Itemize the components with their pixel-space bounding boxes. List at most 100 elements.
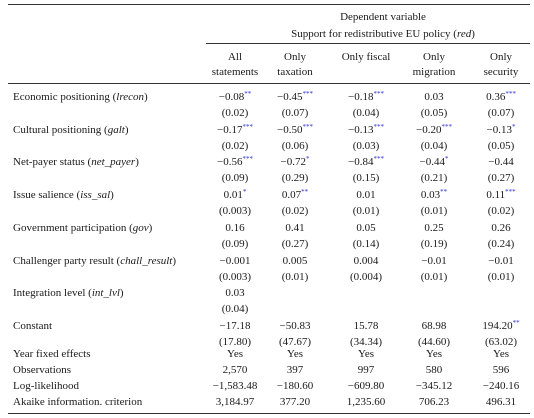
stat-label: Year fixed effects xyxy=(13,348,91,360)
standard-error-cell: (17.80) xyxy=(218,335,252,348)
stat-cell: 997 xyxy=(357,364,375,376)
standard-error-cell: (0.01) xyxy=(281,270,309,283)
coefficient-cell: 0.36*** xyxy=(486,90,516,104)
stat-cell: Yes xyxy=(226,348,244,360)
coefficient-cell: 0.005 xyxy=(282,254,308,267)
significance-stars: ** xyxy=(440,188,448,197)
standard-error-cell: (0.02) xyxy=(221,139,249,152)
stat-cell: 580 xyxy=(425,364,443,376)
row-label: Government participation (gov) xyxy=(13,221,153,234)
stat-cell: Yes xyxy=(492,348,510,360)
dependent-variable-rule xyxy=(206,43,530,44)
significance-stars: *** xyxy=(242,122,253,131)
stat-cell: 377.20 xyxy=(279,396,311,408)
standard-error-cell: (0.01) xyxy=(420,270,448,283)
stat-cell: Yes xyxy=(286,348,304,360)
coefficient-cell: −0.20*** xyxy=(416,122,452,136)
top-rule xyxy=(8,4,530,5)
column-header: Only xyxy=(490,51,512,63)
dependent-variable-title: Dependent variable xyxy=(340,11,426,23)
coefficient-cell: 194.20** xyxy=(482,318,520,332)
significance-stars: *** xyxy=(373,122,384,131)
row-label: Economic positioning (lrecon) xyxy=(13,91,148,103)
stat-cell: 3,184.97 xyxy=(215,396,255,408)
column-header: Only xyxy=(423,51,445,63)
coefficient-cell: −0.50*** xyxy=(277,122,313,136)
bottom-rule xyxy=(8,413,530,414)
standard-error-cell: (0.02) xyxy=(221,107,249,119)
standard-error-cell: (47.67) xyxy=(278,335,312,348)
coefficient-cell: 0.11*** xyxy=(486,188,516,202)
significance-stars: * xyxy=(444,155,449,164)
stat-label: Log-likelihood xyxy=(13,380,79,392)
standard-error-cell: (0.19) xyxy=(420,237,448,250)
coefficient-cell: 15.78 xyxy=(353,319,379,332)
coefficient-cell: 68.98 xyxy=(421,319,447,332)
standard-error-cell: (0.06) xyxy=(281,139,309,152)
standard-error-cell: (0.29) xyxy=(281,172,309,185)
significance-stars: ** xyxy=(244,90,252,98)
row-label: Net-payer status (net_payer) xyxy=(13,156,139,169)
coefficient-cell: 0.07** xyxy=(281,188,309,202)
standard-error-cell: (0.01) xyxy=(420,205,448,218)
coefficient-cell: 0.05 xyxy=(356,221,376,234)
coefficient-cell: 0.41 xyxy=(285,221,305,234)
stat-cell: Yes xyxy=(357,348,375,360)
coefficient-cell: 0.16 xyxy=(225,221,245,234)
coefficient-cell: 0.01* xyxy=(223,188,247,202)
significance-stars: * xyxy=(242,188,247,197)
coefficient-cell: −0.01 xyxy=(488,254,514,267)
standard-error-cell: (0.01) xyxy=(487,270,515,283)
coefficient-cell: −0.44 xyxy=(488,156,514,169)
standard-error-cell: (0.24) xyxy=(487,237,515,250)
coefficient-cell: 0.03 xyxy=(225,287,245,300)
standard-error-cell: (0.003) xyxy=(218,270,252,283)
standard-error-cell: (0.04) xyxy=(221,303,249,316)
coefficient-cell: −0.56*** xyxy=(217,155,253,169)
standard-error-cell: (0.07) xyxy=(487,107,515,119)
standard-error-cell: (0.02) xyxy=(487,205,515,218)
significance-stars: *** xyxy=(441,122,452,131)
stat-cell: Yes xyxy=(425,348,443,360)
coefficient-cell: 0.004 xyxy=(353,254,379,267)
row-label: Integration level (int_lvl) xyxy=(13,287,124,300)
standard-error-cell: (0.27) xyxy=(281,237,309,250)
standard-error-cell: (0.27) xyxy=(487,172,515,185)
row-label: Issue salience (iss_sal) xyxy=(13,189,114,202)
standard-error-cell: (0.04) xyxy=(352,107,380,119)
column-header: statements xyxy=(211,66,259,78)
stat-cell: −180.60 xyxy=(276,380,314,392)
coefficient-cell: −17.18 xyxy=(219,319,251,332)
column-header: All xyxy=(227,51,243,63)
standard-error-cell: (0.01) xyxy=(352,205,380,218)
standard-error-cell: (0.05) xyxy=(420,107,448,119)
column-header-rule xyxy=(8,83,530,84)
coefficient-cell: −0.001 xyxy=(219,254,251,267)
coefficient-cell: −50.83 xyxy=(279,319,311,332)
stat-label: Akaike information. criterion xyxy=(13,396,143,408)
coefficient-cell: −0.45*** xyxy=(277,90,313,104)
coefficient-cell: −0.01 xyxy=(421,254,447,267)
stat-cell: 706.23 xyxy=(418,396,450,408)
stat-cell: −609.80 xyxy=(347,380,385,392)
significance-stars: *** xyxy=(373,155,384,164)
column-header: Only fiscal xyxy=(341,51,391,63)
coefficient-cell: −0.17*** xyxy=(217,122,253,136)
standard-error-cell: (0.02) xyxy=(281,205,309,218)
row-label: Cultural positioning (galt) xyxy=(13,123,129,136)
standard-error-cell: (0.09) xyxy=(221,237,249,250)
significance-stars: ** xyxy=(301,188,309,197)
coefficient-cell: −0.72* xyxy=(280,155,310,169)
column-header: Only xyxy=(284,51,306,63)
dependent-variable-subtitle: Support for redistributive EU policy (re… xyxy=(291,28,475,40)
coefficient-cell: −0.44* xyxy=(419,155,449,169)
standard-error-cell: (34.34) xyxy=(349,335,383,348)
standard-error-cell: (0.004) xyxy=(349,270,383,283)
stat-cell: −345.12 xyxy=(415,380,453,392)
coefficient-cell: −0.13*** xyxy=(348,122,384,136)
standard-error-cell: (0.07) xyxy=(281,107,309,119)
standard-error-cell: (0.21) xyxy=(420,172,448,185)
stat-label: Observations xyxy=(13,364,72,376)
significance-stars: *** xyxy=(302,90,313,98)
